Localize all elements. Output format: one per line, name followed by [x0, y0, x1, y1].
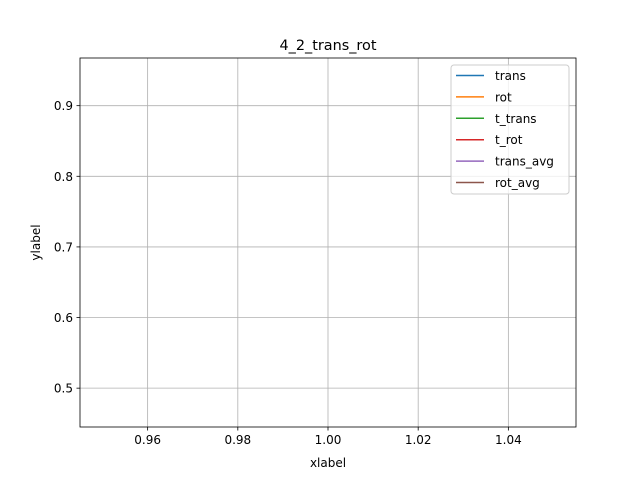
x-axis-ticks: 0.96 0.98 1.00 1.02 1.04 [134, 427, 522, 447]
legend-label-rot_avg: rot_avg [495, 176, 540, 190]
y-tick-label: 0.6 [54, 311, 73, 325]
y-tick-label: 0.5 [54, 382, 73, 396]
legend-entries: trans rot t_trans t_rot trans_avg rot_avg [456, 69, 554, 190]
y-axis-ticks: 0.5 0.6 0.7 0.8 0.9 [54, 99, 80, 396]
x-tick-label: 1.04 [495, 433, 522, 447]
x-tick-label: 1.02 [405, 433, 432, 447]
legend-label-trans_avg: trans_avg [495, 155, 554, 169]
legend-label-trans: trans [495, 69, 526, 83]
legend-label-rot: rot [495, 90, 512, 104]
legend: trans rot t_trans t_rot trans_avg rot_avg [450, 64, 570, 195]
y-tick-label: 0.7 [54, 240, 73, 254]
y-tick-label: 0.8 [54, 170, 73, 184]
x-tick-label: 0.98 [224, 433, 251, 447]
legend-label-t_rot: t_rot [495, 133, 523, 147]
y-axis-label: ylabel [29, 224, 43, 260]
x-tick-label: 0.96 [134, 433, 161, 447]
x-tick-label: 1.00 [315, 433, 342, 447]
legend-frame [450, 64, 570, 195]
y-tick-label: 0.9 [54, 99, 73, 113]
x-axis-label: xlabel [310, 456, 346, 470]
legend-label-t_trans: t_trans [495, 112, 537, 126]
chart-title: 4_2_trans_rot [280, 38, 377, 54]
